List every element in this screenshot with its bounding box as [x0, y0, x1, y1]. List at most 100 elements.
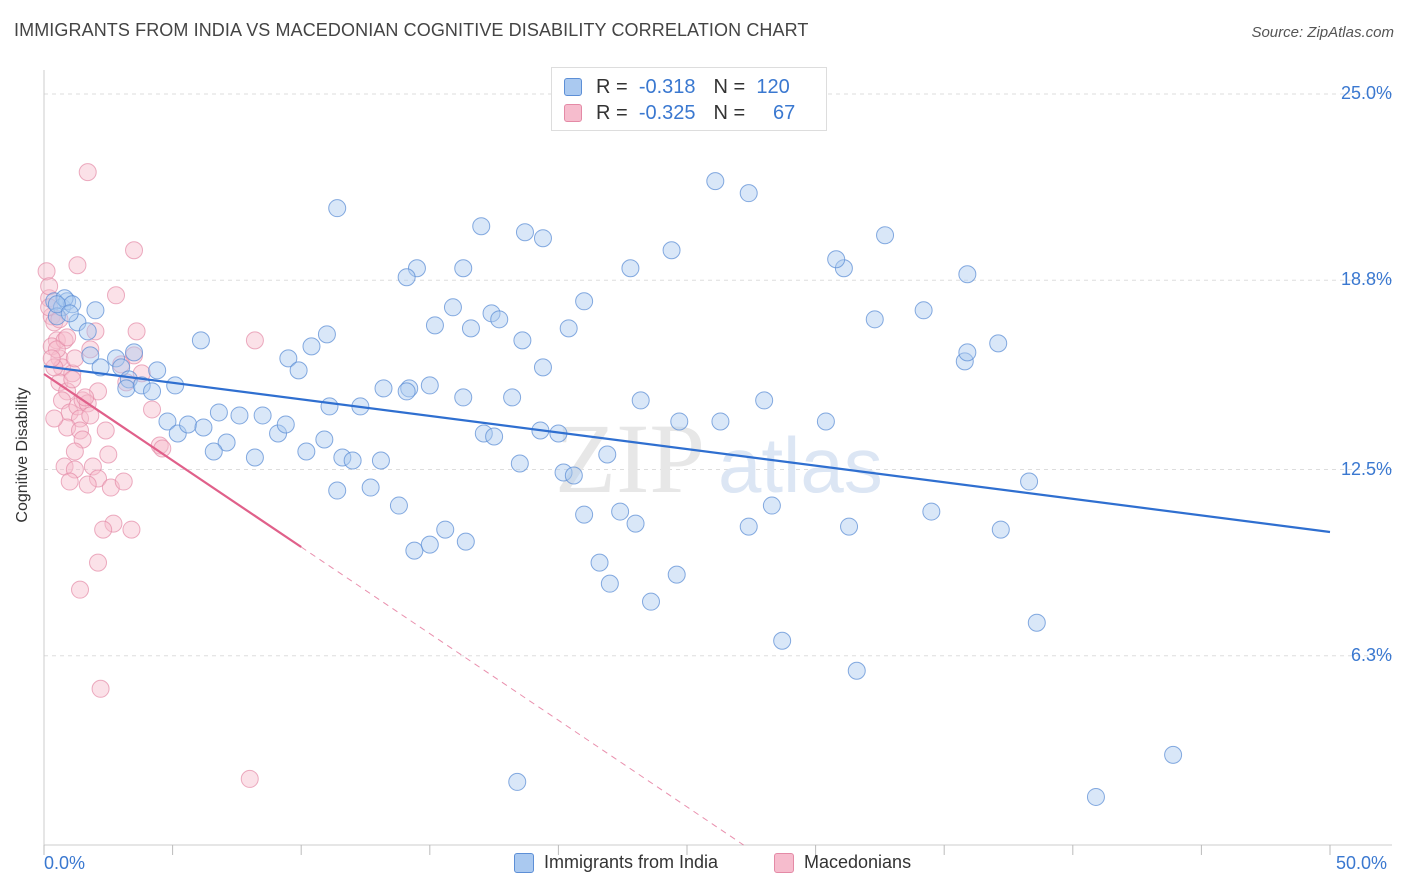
- india-point: [333, 448, 352, 467]
- india-point: [454, 259, 473, 278]
- legend-swatch-india: [564, 78, 582, 96]
- india-point: [191, 331, 210, 350]
- india-point: [374, 379, 393, 398]
- india-point: [320, 397, 339, 416]
- india-point: [58, 292, 77, 311]
- watermark: ZIP atlas: [555, 403, 883, 514]
- india-point: [420, 535, 439, 554]
- india-point: [564, 466, 583, 485]
- india-point: [1027, 613, 1046, 632]
- india-point: [762, 496, 781, 515]
- india-point: [739, 184, 758, 203]
- india-point: [1164, 745, 1183, 764]
- macedonian-point: [55, 331, 74, 350]
- macedonian-point: [40, 277, 59, 296]
- india-point: [590, 553, 609, 572]
- macedonian-point: [37, 262, 56, 281]
- x-tick-label-min: 0.0%: [44, 853, 86, 873]
- india-point: [847, 661, 866, 680]
- macedonian-point: [107, 286, 126, 305]
- india-point: [317, 325, 336, 344]
- india-point: [194, 418, 213, 437]
- india-point: [773, 631, 792, 650]
- india-point: [559, 319, 578, 338]
- india-points: [45, 172, 1183, 806]
- india-point: [456, 532, 475, 551]
- axes: [43, 70, 1392, 855]
- india-point: [840, 517, 859, 536]
- macedonian-point: [91, 679, 110, 698]
- india-point: [269, 424, 288, 443]
- macedonian-point: [89, 469, 108, 488]
- india-point: [253, 406, 272, 425]
- chart-title: IMMIGRANTS FROM INDIA VS MACEDONIAN COGN…: [14, 20, 809, 40]
- india-point: [276, 415, 295, 434]
- macedonian-point: [47, 340, 66, 359]
- india-point: [1020, 472, 1039, 491]
- macedonian-point: [60, 472, 79, 491]
- india-point: [711, 412, 730, 431]
- macedonian-point: [47, 331, 66, 350]
- india-point: [991, 520, 1010, 539]
- india-point: [958, 343, 977, 362]
- india-point: [472, 217, 491, 236]
- macedonian-trendline: [43, 373, 302, 548]
- india-point: [922, 502, 941, 521]
- india-point: [143, 382, 162, 401]
- macedonian-point: [83, 457, 102, 476]
- macedonian-point: [245, 331, 264, 350]
- x-tick-label-max: 50.0%: [1336, 853, 1388, 873]
- macedonian-point: [58, 328, 77, 347]
- macedonian-point: [114, 472, 133, 491]
- india-point: [739, 517, 758, 536]
- india-point: [397, 268, 416, 287]
- india-point: [60, 304, 79, 323]
- macedonian-point: [65, 442, 84, 461]
- india-point: [461, 319, 480, 338]
- macedonian-point: [68, 397, 87, 416]
- india-point: [436, 520, 455, 539]
- india-point: [86, 301, 105, 320]
- series-legend: Immigrants from India Macedonians: [0, 852, 1406, 878]
- macedonian-point: [240, 769, 259, 788]
- india-point: [474, 424, 493, 443]
- legend-swatch-india: [514, 852, 534, 873]
- watermark-atlas: atlas: [718, 421, 883, 509]
- macedonian-trendline-extension: [300, 546, 744, 846]
- india-point: [78, 322, 97, 341]
- legend-row-macedonian: R = -0.325 N = 67: [564, 101, 795, 125]
- legend-swatch-macedonian: [774, 852, 794, 873]
- india-point: [513, 331, 532, 350]
- india-point: [667, 565, 686, 584]
- y-tick-label: 18.8%: [1340, 269, 1392, 290]
- india-point: [670, 412, 689, 431]
- gridlines: [44, 93, 1392, 657]
- india-point: [454, 388, 473, 407]
- macedonian-point: [89, 553, 108, 572]
- india-point: [343, 451, 362, 470]
- india-point: [68, 313, 87, 332]
- india-point: [420, 376, 439, 395]
- macedonian-point: [99, 445, 118, 464]
- india-point: [407, 259, 426, 278]
- macedonian-point: [81, 406, 100, 425]
- india-point: [328, 199, 347, 218]
- india-point: [626, 514, 645, 533]
- macedonian-point: [76, 388, 95, 407]
- india-point: [508, 772, 527, 791]
- india-point: [834, 259, 853, 278]
- legend-label-macedonian: Macedonians: [804, 852, 912, 872]
- india-point: [510, 454, 529, 473]
- macedonian-point: [125, 241, 144, 260]
- macedonian-point: [94, 520, 113, 539]
- india-point: [989, 334, 1008, 353]
- india-point: [485, 427, 504, 446]
- india-point: [168, 424, 187, 443]
- legend-r-value: -0.318: [638, 75, 696, 98]
- india-point: [621, 259, 640, 278]
- macedonian-points: [37, 163, 264, 788]
- india-point: [533, 229, 552, 248]
- india-point: [865, 310, 884, 329]
- india-point: [328, 481, 347, 500]
